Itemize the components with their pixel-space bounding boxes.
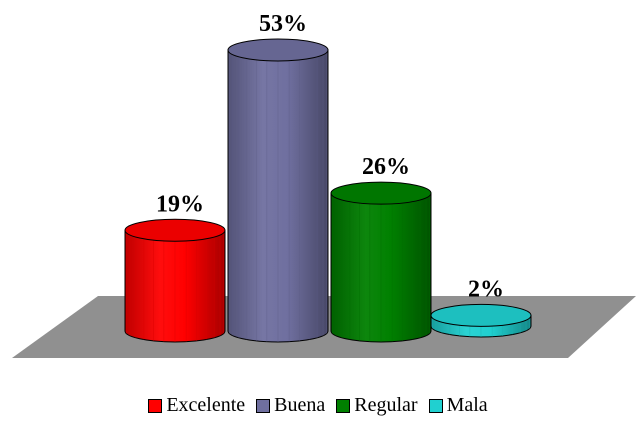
- legend-item-excelente: Excelente: [148, 394, 245, 417]
- bar-facets-buena: [228, 52, 328, 342]
- legend-label-buena: Buena: [274, 394, 326, 416]
- data-label-regular: 26%: [362, 154, 410, 180]
- bar-facets-mala: [431, 317, 531, 337]
- legend-swatch-regular: [336, 398, 351, 413]
- legend-item-buena: Buena: [256, 394, 325, 417]
- legend-label-mala: Mala: [446, 394, 488, 416]
- legend-label-regular: Regular: [354, 394, 418, 416]
- legend-item-mala: Mala: [428, 394, 488, 417]
- bar-top-buena: [227, 38, 329, 62]
- legend-item-regular: Regular: [336, 394, 418, 417]
- data-label-excelente: 19%: [156, 191, 204, 217]
- bar-excelente: [124, 218, 226, 343]
- bar-regular: [330, 181, 432, 343]
- legend-label-excelente: Excelente: [166, 394, 246, 416]
- bar-top-mala: [430, 303, 532, 327]
- bar-facets-regular: [331, 195, 431, 342]
- bar-top-regular: [330, 181, 432, 205]
- bar-mala: [430, 303, 532, 338]
- bar-buena: [227, 38, 329, 343]
- bar-facets-excelente: [125, 232, 225, 342]
- bar-top-excelente: [124, 218, 226, 242]
- legend: Excelente Buena Regular Mala: [0, 394, 636, 419]
- legend-swatch-buena: [256, 398, 271, 413]
- data-label-buena: 53%: [259, 11, 307, 37]
- legend-swatch-excelente: [148, 398, 163, 413]
- data-label-mala: 2%: [468, 276, 504, 302]
- legend-swatch-mala: [428, 398, 443, 413]
